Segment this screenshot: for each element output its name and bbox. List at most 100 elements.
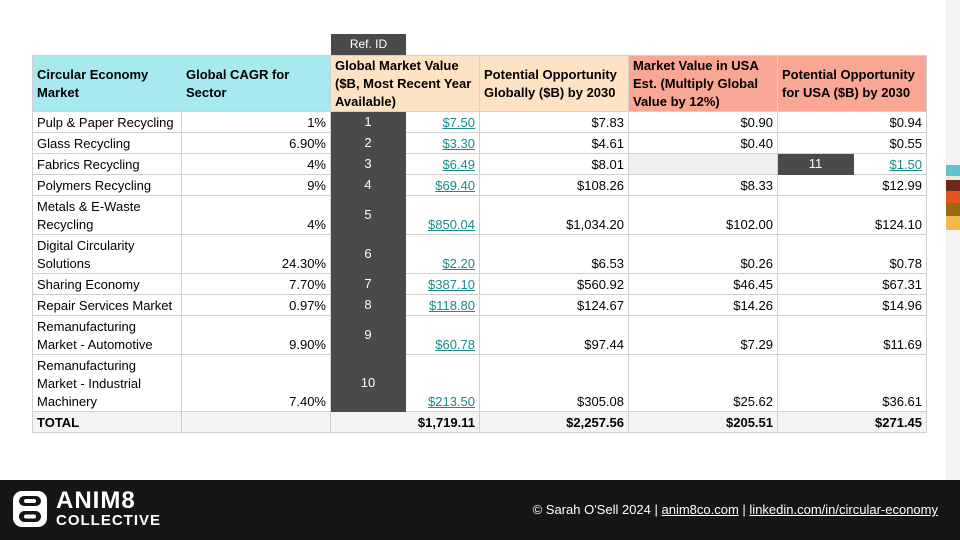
linkedin-link[interactable]: linkedin.com/in/circular-economy bbox=[749, 502, 938, 517]
cagr-value: 7.70% bbox=[181, 273, 331, 295]
separator: | bbox=[738, 502, 750, 517]
table-row: Fabrics Recycling 4% 3 $6.49 $8.01 11 $1… bbox=[32, 153, 928, 175]
accent-yellow bbox=[946, 216, 960, 230]
separator: | bbox=[650, 502, 662, 517]
ref-id: 7 bbox=[330, 273, 406, 295]
ref-id: 8 bbox=[330, 294, 406, 316]
accent-ochre bbox=[946, 203, 960, 216]
usa-opportunity: $124.10 bbox=[776, 195, 928, 235]
table-row: Remanufacturing Market - Automotive 9.90… bbox=[32, 315, 928, 355]
global-value-link[interactable]: $387.10 bbox=[405, 273, 480, 295]
usa-value: $46.45 bbox=[628, 273, 778, 295]
global-opportunity: $305.08 bbox=[479, 354, 629, 412]
copyright-text: © Sarah O'Sell 2024 bbox=[532, 502, 651, 517]
accent-brown bbox=[946, 180, 960, 191]
table-row: Metals & E-Waste Recycling 4% 5 $850.04 … bbox=[32, 195, 928, 235]
usa-value: $7.29 bbox=[628, 315, 778, 355]
usa-opportunity: $0.55 bbox=[776, 132, 928, 154]
logo-wordmark-bottom: COLLECTIVE bbox=[56, 512, 162, 529]
global-opportunity: $4.61 bbox=[479, 132, 629, 154]
usa-value: $14.26 bbox=[628, 294, 778, 316]
usa-opportunity-link[interactable]: $1.50 bbox=[852, 153, 928, 175]
usa-value: $0.26 bbox=[628, 234, 778, 274]
global-value-link[interactable]: $213.50 bbox=[405, 354, 480, 412]
usa-value: $0.90 bbox=[628, 111, 778, 133]
total-cagr-empty bbox=[181, 411, 331, 433]
market-name: Metals & E-Waste Recycling bbox=[32, 195, 182, 235]
usa-value: $25.62 bbox=[628, 354, 778, 412]
header-cagr: Global CAGR for Sector bbox=[181, 55, 331, 112]
global-opportunity: $560.92 bbox=[479, 273, 629, 295]
table-row: Sharing Economy 7.70% 7 $387.10 $560.92 … bbox=[32, 273, 928, 295]
market-name: Fabrics Recycling bbox=[32, 153, 182, 175]
table-row: Glass Recycling 6.90% 2 $3.30 $4.61 $0.4… bbox=[32, 132, 928, 154]
usa-opportunity: $0.94 bbox=[776, 111, 928, 133]
global-opportunity: $124.67 bbox=[479, 294, 629, 316]
market-table: Circular Economy Market Global CAGR for … bbox=[32, 55, 928, 433]
ref-id: 3 bbox=[330, 153, 406, 175]
usa-value: $8.33 bbox=[628, 174, 778, 196]
slide: Ref. ID Circular Economy Market Global C… bbox=[32, 0, 960, 480]
global-value-link[interactable]: $69.40 bbox=[405, 174, 480, 196]
market-name: Remanufacturing Market - Industrial Mach… bbox=[32, 354, 182, 412]
table-row: Repair Services Market 0.97% 8 $118.80 $… bbox=[32, 294, 928, 316]
market-name: Sharing Economy bbox=[32, 273, 182, 295]
header-global-opportunity: Potential Opportunity Globally ($B) by 2… bbox=[479, 55, 629, 112]
ref-id: 5 bbox=[330, 195, 406, 235]
cagr-value: 4% bbox=[181, 195, 331, 235]
ref-id: 4 bbox=[330, 174, 406, 196]
accent-teal bbox=[946, 165, 960, 176]
market-name: Repair Services Market bbox=[32, 294, 182, 316]
footer-bar: ANIM8 COLLECTIVE © Sarah O'Sell 2024 | a… bbox=[0, 480, 960, 540]
ref-id: 2 bbox=[330, 132, 406, 154]
ref-id: 9 bbox=[330, 315, 406, 355]
global-opportunity: $1,034.20 bbox=[479, 195, 629, 235]
header-usa-value: Market Value in USA Est. (Multiply Globa… bbox=[628, 55, 778, 112]
usa-value: $0.40 bbox=[628, 132, 778, 154]
ref-id: 6 bbox=[330, 234, 406, 274]
cagr-value: 0.97% bbox=[181, 294, 331, 316]
cagr-value: 7.40% bbox=[181, 354, 331, 412]
global-opportunity: $7.83 bbox=[479, 111, 629, 133]
global-value-link[interactable]: $2.20 bbox=[405, 234, 480, 274]
global-value-link[interactable]: $7.50 bbox=[405, 111, 480, 133]
usa-opportunity: $36.61 bbox=[776, 354, 928, 412]
market-name: Glass Recycling bbox=[32, 132, 182, 154]
header-market: Circular Economy Market bbox=[32, 55, 182, 112]
usa-opportunity: $0.78 bbox=[776, 234, 928, 274]
table-row: Pulp & Paper Recycling 1% 1 $7.50 $7.83 … bbox=[32, 111, 928, 133]
market-name: Polymers Recycling bbox=[32, 174, 182, 196]
total-global-opportunity: $2,257.56 bbox=[479, 411, 629, 433]
global-value-link[interactable]: $6.49 bbox=[405, 153, 480, 175]
global-value-link[interactable]: $118.80 bbox=[405, 294, 480, 316]
footer-credits: © Sarah O'Sell 2024 | anim8co.com | link… bbox=[533, 501, 938, 519]
table-row: Polymers Recycling 9% 4 $69.40 $108.26 $… bbox=[32, 174, 928, 196]
table-row: Digital Circularity Solutions 24.30% 6 $… bbox=[32, 234, 928, 274]
table-row: Remanufacturing Market - Industrial Mach… bbox=[32, 354, 928, 412]
cagr-value: 9.90% bbox=[181, 315, 331, 355]
global-opportunity: $8.01 bbox=[479, 153, 629, 175]
market-name: Remanufacturing Market - Automotive bbox=[32, 315, 182, 355]
header-usa-opportunity: Potential Opportunity for USA ($B) by 20… bbox=[776, 55, 928, 112]
total-label: TOTAL bbox=[32, 411, 182, 433]
global-opportunity: $97.44 bbox=[479, 315, 629, 355]
usa-opportunity: $14.96 bbox=[776, 294, 928, 316]
global-value-link[interactable]: $850.04 bbox=[405, 195, 480, 235]
cagr-value: 4% bbox=[181, 153, 331, 175]
cagr-value: 1% bbox=[181, 111, 331, 133]
usa-ref-id: 11 bbox=[777, 153, 854, 175]
accent-orange bbox=[946, 191, 960, 203]
ref-id: 1 bbox=[330, 111, 406, 133]
anim8-logo-icon bbox=[13, 491, 47, 527]
market-name: Pulp & Paper Recycling bbox=[32, 111, 182, 133]
global-value-link[interactable]: $3.30 bbox=[405, 132, 480, 154]
usa-opportunity: $11.69 bbox=[776, 315, 928, 355]
global-value-link[interactable]: $60.78 bbox=[405, 315, 480, 355]
website-link[interactable]: anim8co.com bbox=[661, 502, 739, 517]
cagr-value: 6.90% bbox=[181, 132, 331, 154]
right-accent-strip bbox=[946, 0, 960, 480]
global-opportunity: $108.26 bbox=[479, 174, 629, 196]
cagr-value: 24.30% bbox=[181, 234, 331, 274]
logo-wordmark-top: ANIM8 bbox=[56, 487, 136, 514]
market-name: Digital Circularity Solutions bbox=[32, 234, 182, 274]
